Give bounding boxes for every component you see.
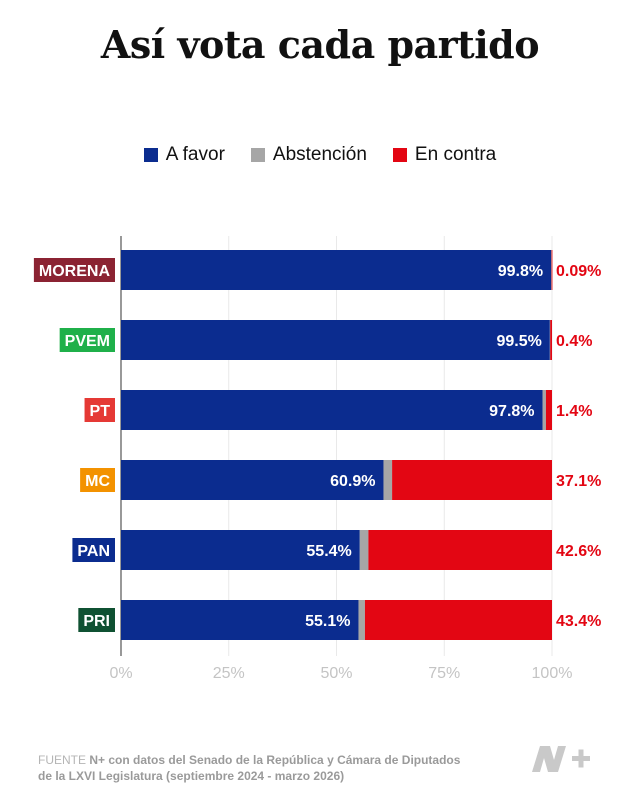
party-label-pvem: PVEM (65, 333, 110, 350)
data-label-contra: 42.6% (556, 543, 601, 560)
x-tick-label: 50% (320, 665, 352, 682)
nplus-logo (532, 746, 590, 772)
bar-pan-contra (368, 530, 552, 570)
legend: A favor Abstención En contra (0, 144, 640, 166)
bar-pri-abstencion (358, 600, 365, 640)
party-label-box-pt (84, 398, 115, 422)
legend-label-abstencion: Abstención (272, 144, 367, 165)
bar-pan-abstencion (359, 530, 369, 570)
party-label-box-morena (33, 258, 115, 282)
legend-item-en-contra: En contra (392, 144, 497, 166)
legend-label-en-contra: En contra (414, 144, 497, 165)
data-label-contra: 37.1% (556, 473, 601, 490)
x-tick-label: 25% (213, 665, 245, 682)
data-label-contra: 1.4% (556, 403, 592, 420)
data-label-favor: 55.4% (306, 543, 351, 560)
legend-swatch-abstencion (250, 148, 265, 162)
bar-mc-abstencion (383, 460, 393, 500)
bar-pvem-abstencion (549, 320, 551, 360)
source-label: FUENTE (38, 753, 86, 767)
party-label-mc: MC (85, 473, 110, 490)
source-text: N+ con datos del Senado de la República … (89, 753, 461, 767)
data-label-favor: 99.8% (498, 263, 543, 280)
party-label-pt: PT (90, 403, 111, 420)
bar-morena-contra (551, 250, 553, 290)
data-label-favor: 60.9% (330, 473, 375, 490)
bar-mc-favor (121, 460, 384, 500)
legend-item-a-favor: A favor (143, 144, 225, 166)
legend-label-a-favor: A favor (165, 144, 225, 165)
bar-pan-favor (121, 530, 360, 570)
bar-pvem-contra (550, 320, 552, 360)
x-tick-label: 75% (428, 665, 460, 682)
party-label-morena: MORENA (39, 263, 111, 280)
x-tick-label: 100% (532, 665, 573, 682)
party-label-pan: PAN (77, 543, 110, 560)
party-label-box-pvem (59, 328, 115, 352)
bar-pvem-favor (121, 320, 550, 360)
bar-pt-abstencion (542, 390, 546, 430)
bar-pri-favor (121, 600, 359, 640)
data-label-favor: 97.8% (489, 403, 534, 420)
party-label-box-pan (72, 538, 115, 562)
bar-pt-contra (545, 390, 552, 430)
bar-mc-contra (392, 460, 552, 500)
data-label-favor: 55.1% (305, 613, 350, 630)
party-label-box-mc (80, 468, 115, 492)
legend-swatch-a-favor (143, 148, 158, 162)
source-text-2: de la LXVI Legislatura (septiembre 2024 … (38, 769, 345, 783)
bar-morena-abstencion (551, 250, 552, 290)
chart-title: Así vota cada partido (100, 22, 540, 67)
logo-plus-v (578, 749, 584, 768)
bar-pri-contra (364, 600, 552, 640)
data-label-contra: 0.4% (556, 333, 592, 350)
data-label-contra: 43.4% (556, 613, 601, 630)
party-label-box-pri (78, 608, 115, 632)
x-tick-label: 0% (109, 665, 132, 682)
legend-item-abstencion: Abstención (250, 144, 367, 166)
party-label-pri: PRI (83, 613, 110, 630)
source-note: FUENTE N+ con datos del Senado de la Rep… (38, 752, 460, 784)
logo-n-mark (532, 746, 566, 772)
legend-swatch-en-contra (392, 148, 407, 162)
data-label-favor: 99.5% (496, 333, 541, 350)
bar-pt-favor (121, 390, 543, 430)
bar-morena-favor (121, 250, 552, 290)
data-label-contra: 0.09% (556, 263, 601, 280)
